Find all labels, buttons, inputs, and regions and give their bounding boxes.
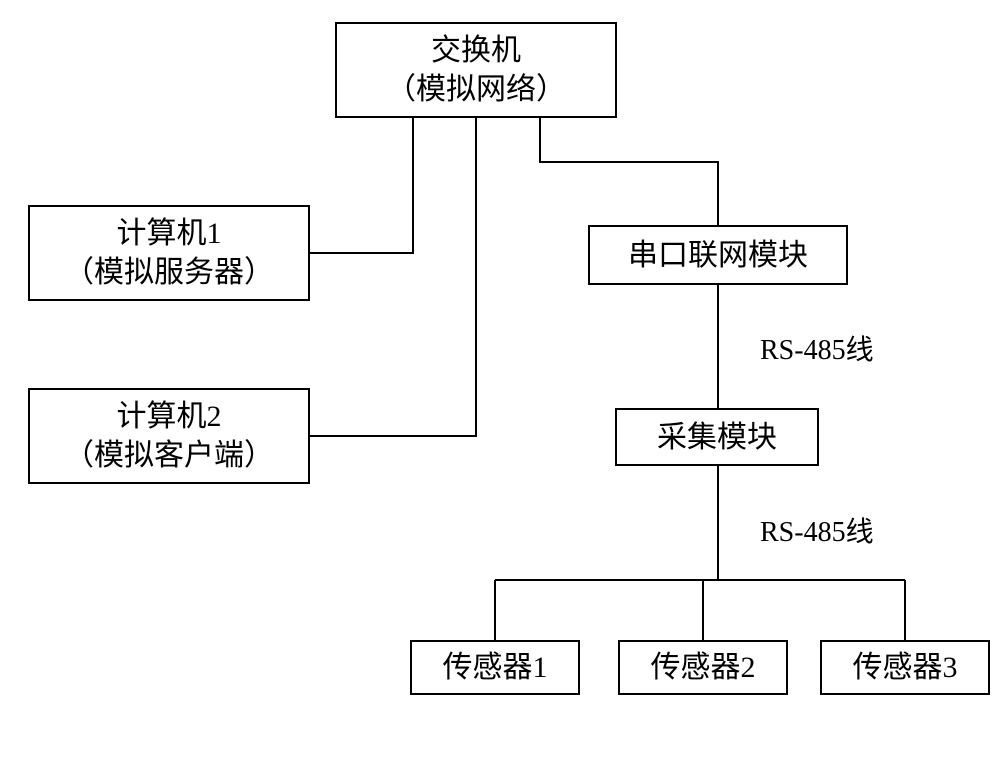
node-serial-line1: 串口联网模块: [628, 236, 808, 275]
diagram-canvas: 交换机 （模拟网络） 计算机1 （模拟服务器） 计算机2 （模拟客户端） 串口联…: [0, 0, 1000, 773]
edge-label-rs485-1: RS-485线: [760, 328, 874, 368]
node-acq-line1: 采集模块: [657, 418, 777, 457]
node-comp2-line1: 计算机2: [117, 397, 222, 436]
node-acq: 采集模块: [615, 408, 819, 466]
node-comp1: 计算机1 （模拟服务器）: [28, 205, 310, 301]
node-serial: 串口联网模块: [588, 225, 848, 285]
node-comp1-line1: 计算机1: [117, 214, 222, 253]
node-sensor1: 传感器1: [410, 640, 580, 695]
node-sensor2-line1: 传感器2: [651, 648, 756, 687]
node-switch-line1: 交换机: [431, 31, 521, 70]
node-comp1-line2: （模拟服务器）: [64, 253, 274, 292]
node-comp2: 计算机2 （模拟客户端）: [28, 388, 310, 484]
node-comp2-line2: （模拟客户端）: [64, 436, 274, 475]
node-sensor3: 传感器3: [820, 640, 990, 695]
edge-label-rs485-2: RS-485线: [760, 510, 874, 550]
node-switch: 交换机 （模拟网络）: [335, 22, 617, 118]
node-sensor3-line1: 传感器3: [853, 648, 958, 687]
node-switch-line2: （模拟网络）: [386, 70, 566, 109]
node-sensor2: 传感器2: [618, 640, 788, 695]
node-sensor1-line1: 传感器1: [443, 648, 548, 687]
